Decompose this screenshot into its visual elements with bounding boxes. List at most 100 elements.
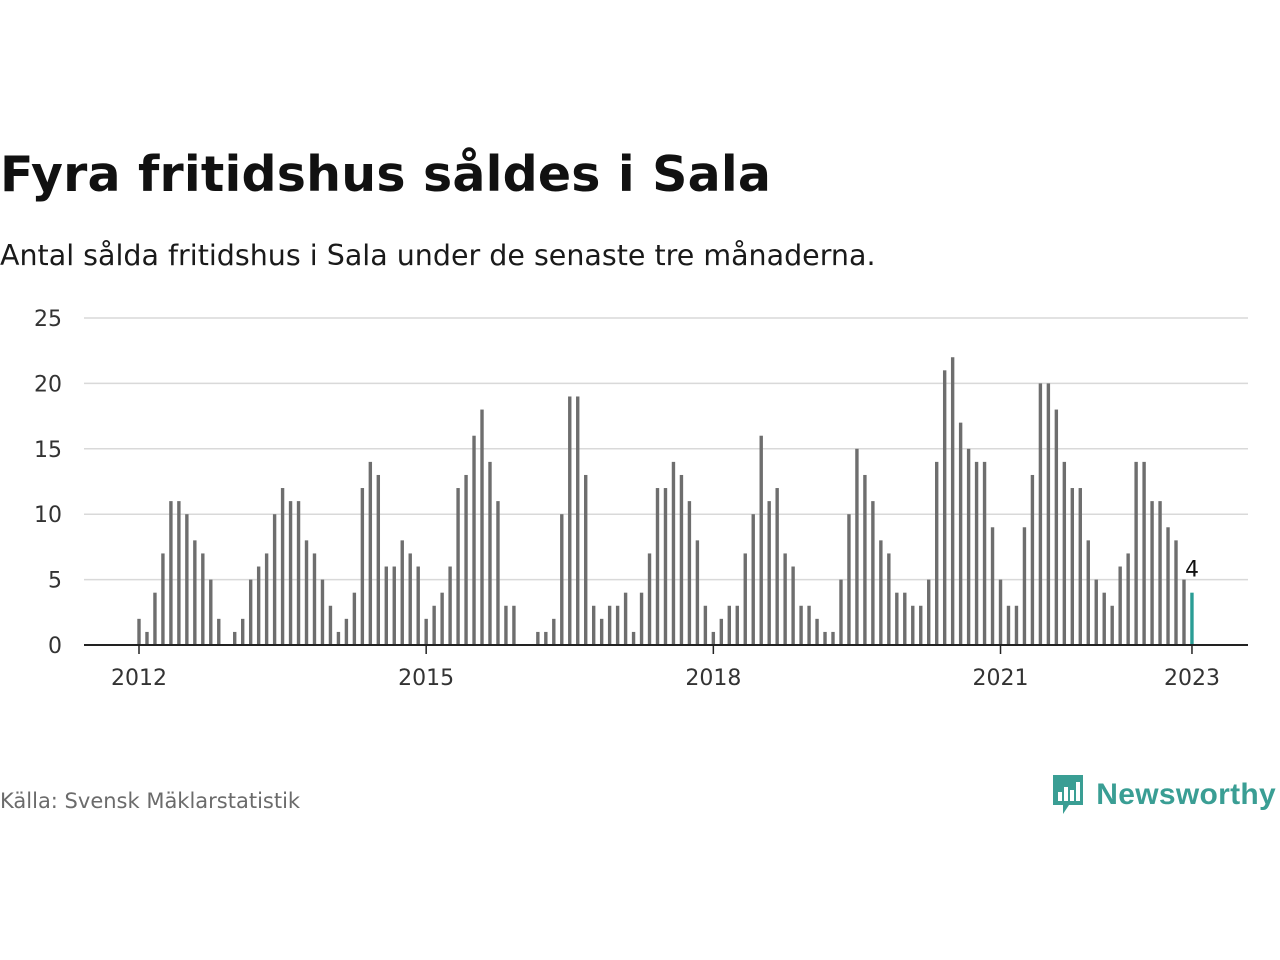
bar: [360, 488, 365, 645]
highlight-bar: [1190, 592, 1194, 645]
bar: [568, 396, 572, 645]
x-tick-label: 2015: [398, 666, 454, 691]
bar: [966, 448, 971, 645]
bar: [392, 566, 396, 645]
bar: [903, 592, 907, 645]
bar: [536, 631, 540, 645]
bar: [233, 631, 237, 645]
bar: [1070, 488, 1075, 645]
bar: [328, 605, 333, 645]
bar: [775, 488, 779, 645]
bar: [615, 605, 620, 645]
bar: [919, 605, 923, 645]
bar: [1166, 527, 1170, 645]
bar: [201, 553, 205, 645]
bar: [1134, 461, 1138, 645]
bar: [783, 553, 787, 645]
bar: [671, 461, 676, 645]
bar: [504, 605, 508, 645]
y-tick-label: 5: [48, 569, 62, 594]
bar: [839, 579, 843, 645]
y-tick-label: 25: [34, 307, 62, 332]
bar: [1158, 501, 1162, 645]
bar: [1046, 383, 1051, 645]
brand-logo[interactable]: Newsworthy: [1050, 772, 1276, 818]
bar: [368, 461, 373, 645]
y-tick-label: 10: [34, 503, 62, 528]
bar-chart: 0 5 10 15 20 25 2012 2015 2018 2021 2023 4: [34, 307, 1248, 691]
bar: [982, 461, 987, 645]
bar: [791, 566, 795, 645]
bar: [815, 618, 819, 645]
x-tick-label: 2023: [1164, 666, 1220, 691]
bar: [480, 409, 484, 645]
bar: [209, 579, 213, 645]
bar-chart-speech-bubble-icon: [1053, 775, 1084, 814]
bar: [472, 435, 476, 645]
bar: [1094, 579, 1098, 645]
bar: [440, 592, 444, 645]
bar: [560, 514, 564, 645]
bar: [177, 501, 181, 645]
bar: [544, 631, 548, 645]
bar: [161, 553, 165, 645]
bar: [584, 474, 588, 645]
bar: [304, 540, 309, 645]
bar: [1078, 488, 1082, 645]
bar: [272, 514, 277, 645]
source-note: Källa: Svensk Mäklarstatistik: [0, 789, 301, 813]
bar: [863, 474, 867, 645]
bar: [248, 579, 253, 645]
bar: [145, 631, 149, 645]
bar: [193, 540, 197, 645]
bar: [496, 501, 500, 645]
bar: [1182, 579, 1186, 645]
bar: [408, 553, 412, 645]
bar: [1174, 540, 1178, 645]
bar: [576, 396, 580, 645]
bar: [256, 566, 261, 645]
bar: [153, 592, 157, 645]
bar: [137, 618, 141, 645]
bar: [424, 618, 428, 645]
data-label: 4: [1185, 558, 1199, 583]
bar: [456, 488, 460, 645]
bar: [432, 605, 436, 645]
bar: [767, 501, 771, 645]
bar: [823, 631, 827, 645]
bar: [871, 501, 875, 645]
bar: [879, 540, 883, 645]
bar: [464, 474, 468, 645]
x-tick-label: 2021: [973, 666, 1029, 691]
bar: [703, 605, 708, 645]
y-tick-label: 20: [34, 372, 62, 397]
bar: [1022, 527, 1027, 645]
bar: [719, 618, 724, 645]
bar: [911, 605, 915, 645]
bar: [927, 579, 931, 645]
bar: [1126, 553, 1130, 645]
bar: [599, 618, 604, 645]
bar: [807, 605, 811, 645]
bar: [312, 553, 317, 645]
bar: [344, 618, 349, 645]
bar: [998, 579, 1003, 645]
bar: [687, 501, 692, 645]
bar: [655, 488, 660, 645]
bar: [185, 514, 189, 645]
bar: [727, 605, 731, 645]
bar: [1150, 501, 1154, 645]
bar: [679, 474, 684, 645]
bar: [1110, 605, 1114, 645]
bar: [320, 579, 325, 645]
bar: [352, 592, 357, 645]
bar: [950, 357, 955, 645]
bar: [217, 618, 221, 645]
bar: [1102, 592, 1106, 645]
chart-title: Fyra fritidshus såldes i Sala: [0, 146, 772, 203]
chart-subtitle: Antal sålda fritidshus i Sala under de s…: [0, 239, 876, 272]
y-tick-label: 0: [48, 634, 62, 659]
bar: [552, 618, 556, 645]
bar: [264, 553, 269, 645]
bar: [1054, 409, 1059, 645]
